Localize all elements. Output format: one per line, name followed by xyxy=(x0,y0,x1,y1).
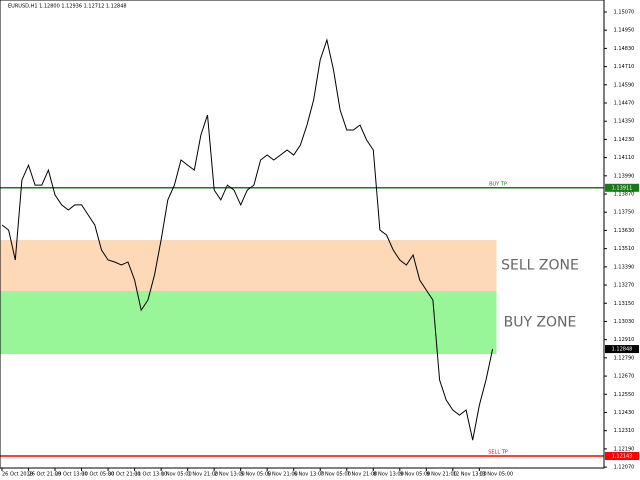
chart-title: EURUSD,H1 1.12800 1.12936 1.12712 1.1284… xyxy=(8,4,127,10)
x-tick-label: 5 Nov 05:00 xyxy=(241,472,272,478)
y-tick-label: 1.14230 xyxy=(614,137,635,143)
y-tick-label: 1.13030 xyxy=(614,319,635,325)
y-tick-label: 1.15070 xyxy=(614,9,635,15)
level-label: SELL TP xyxy=(488,450,508,456)
price-tag xyxy=(605,452,639,461)
y-tick-label: 1.13150 xyxy=(614,301,635,307)
x-tick-label: 7 Nov 21:00 xyxy=(347,472,378,478)
x-tick-label: 26 Oct 2018 xyxy=(2,472,33,478)
y-tick-label: 1.13990 xyxy=(614,173,635,179)
x-tick-label: 9 Nov 05:00 xyxy=(400,472,431,478)
y-tick-label: 1.14710 xyxy=(614,64,635,70)
y-tick-label: 1.13390 xyxy=(614,264,635,270)
x-tick-label: 6 Nov 13:00 xyxy=(294,472,325,478)
price-tag-label: 1.13911 xyxy=(612,185,633,191)
plot-frame xyxy=(0,0,605,469)
y-tick-label: 1.12430 xyxy=(614,410,635,416)
level-label: BUY TP xyxy=(489,181,507,187)
y-tick-label: 1.14350 xyxy=(614,119,635,125)
y-tick-label: 1.12070 xyxy=(614,465,635,471)
y-tick-label: 1.12310 xyxy=(614,428,635,434)
x-tick-label: 9 Nov 21:00 xyxy=(426,472,457,478)
y-tick-label: 1.13630 xyxy=(614,228,635,234)
x-tick-label: 8 Nov 13:00 xyxy=(373,472,404,478)
zone xyxy=(0,239,497,291)
y-tick-label: 1.12670 xyxy=(614,374,635,380)
x-tick-label: 13 Nov 05:00 xyxy=(479,472,513,478)
y-tick-label: 1.14110 xyxy=(614,155,635,161)
x-tick-label: 29 Oct 13:00 xyxy=(55,472,88,478)
x-tick-label: 1 Nov 21:00 xyxy=(188,472,219,478)
x-tick-label: 7 Nov 05:00 xyxy=(320,472,351,478)
x-tick-label: 12 Nov 13:00 xyxy=(453,472,487,478)
y-tick-label: 1.13750 xyxy=(614,210,635,216)
y-tick-label: 1.13870 xyxy=(614,192,635,198)
x-tick-label: 26 Oct 21:00 xyxy=(29,472,62,478)
x-tick-label: 5 Nov 21:00 xyxy=(267,472,298,478)
x-tick-label: 30 Oct 21:00 xyxy=(108,472,141,478)
y-tick-label: 1.12790 xyxy=(614,355,635,361)
price-tag-label: 1.12848 xyxy=(612,347,633,353)
x-tick-label: 31 Oct 13:00 xyxy=(135,472,168,478)
y-tick-label: 1.14830 xyxy=(614,46,635,52)
y-tick-label: 1.14950 xyxy=(614,28,635,34)
x-tick-label: 30 Oct 05:00 xyxy=(82,472,115,478)
x-tick-label: 1 Nov 05:00 xyxy=(161,472,192,478)
y-tick-label: 1.13270 xyxy=(614,283,635,289)
zone xyxy=(0,290,497,355)
price-tag-label: 1.12143 xyxy=(612,454,633,460)
x-tick-label: 2 Nov 13:00 xyxy=(214,472,245,478)
y-tick-label: 1.12910 xyxy=(614,337,635,343)
price-tag xyxy=(605,345,639,354)
y-tick-label: 1.12190 xyxy=(614,446,635,452)
price-line xyxy=(1,38,494,441)
y-tick-label: 1.13510 xyxy=(614,246,635,252)
zone-label: SELL ZONE xyxy=(501,257,579,273)
price-tag xyxy=(605,183,639,192)
zone-label: BUY ZONE xyxy=(504,315,577,331)
y-tick-label: 1.14590 xyxy=(614,82,635,88)
y-tick-label: 1.14470 xyxy=(614,101,635,107)
y-tick-label: 1.12550 xyxy=(614,392,635,398)
